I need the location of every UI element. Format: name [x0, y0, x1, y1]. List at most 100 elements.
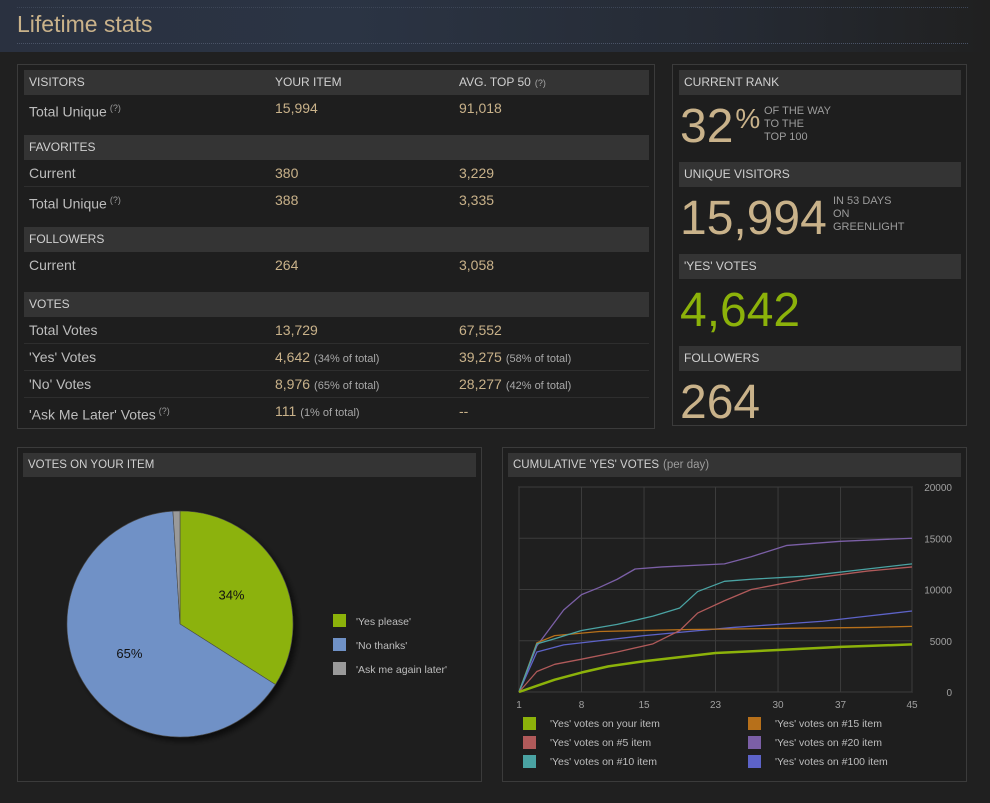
legend-label: 'Ask me again later': [356, 664, 447, 676]
legend-label: 'Yes' votes on #100 item: [775, 756, 888, 768]
section-header-followers: FOLLOWERS: [24, 227, 649, 252]
avg-help-icon[interactable]: (?): [534, 78, 546, 88]
table-row: Current 264 3,058: [24, 252, 649, 278]
your-item-column-header: YOUR ITEM: [275, 75, 342, 89]
legend-swatch: [333, 638, 346, 651]
pie-slice: [172, 510, 181, 625]
legend-swatch: [748, 717, 761, 730]
pie-slice-label: 65%: [116, 646, 142, 661]
x-tick-label: 23: [710, 700, 722, 711]
line-chart-title: CUMULATIVE 'YES' VOTES (per day): [508, 453, 961, 477]
percent-note: (34% of total): [314, 353, 380, 365]
y-tick-label: 20000: [924, 483, 952, 494]
value-text: 28,277: [459, 376, 502, 392]
help-icon[interactable]: (?): [109, 103, 121, 113]
rank-unit: %: [735, 103, 761, 134]
your-value: 15,994: [275, 100, 318, 116]
avg-top50-label: AVG. TOP 50: [459, 75, 531, 89]
legend-swatch: [333, 662, 346, 675]
legend-swatch: [748, 755, 761, 768]
visitors-note-line: GREENLIGHT: [833, 221, 905, 233]
legend-label: 'Yes' votes on #5 item: [550, 737, 651, 749]
series-line: [518, 563, 913, 693]
unique-visitors-header: UNIQUE VISITORS: [679, 162, 961, 187]
help-icon[interactable]: (?): [158, 406, 170, 416]
legend-swatch: [748, 736, 761, 749]
legend-label: 'Yes please': [356, 616, 411, 628]
value-text: 111: [275, 403, 297, 419]
followers-block: 264: [679, 371, 961, 438]
legend-swatch: [523, 755, 536, 768]
x-tick-label: 30: [772, 700, 784, 711]
row-label: Current: [29, 165, 76, 181]
row-label: Total Unique (?): [29, 95, 121, 125]
avg-value: 3,229: [459, 165, 495, 181]
your-value: 111 (1% of total): [275, 398, 360, 426]
header-divider-bottom: [17, 43, 968, 44]
visitors-note-line: IN 53 DAYS: [833, 195, 892, 207]
y-tick-label: 0: [946, 688, 952, 699]
avg-value: 91,018: [459, 100, 502, 116]
row-label: Current: [29, 257, 76, 273]
your-value: 264: [275, 257, 299, 273]
your-value: 8,976 (65% of total): [275, 371, 379, 399]
percent-note: (65% of total): [314, 380, 380, 392]
series-line: [518, 566, 913, 693]
yes-votes-value: 4,642: [680, 284, 801, 337]
row-label-text: Total Unique: [29, 195, 107, 212]
legend-label: 'No thanks': [356, 640, 407, 652]
header-divider-top: [17, 7, 968, 8]
row-label: Total Votes: [29, 322, 98, 338]
table-row: Total Unique (?) 15,994 91,018: [24, 95, 649, 121]
legend-label: 'Yes' votes on your item: [550, 718, 660, 730]
line-chart: 1 8 15 23 30 37 45 0 5000 10000 15000 20000 'Yes' vo…: [516, 483, 952, 768]
summary-panel: CURRENT RANK 32% OF THE WAY TO THE TOP 1…: [672, 64, 967, 427]
x-tick-label: 1: [516, 700, 522, 711]
visitors-note-line: ON: [833, 208, 850, 220]
row-label: 'Ask Me Later' Votes (?): [29, 398, 170, 428]
row-label-text: Total Unique: [29, 103, 107, 120]
row-label: Total Unique (?): [29, 187, 121, 217]
unique-visitors-block: 15,994 IN 53 DAYS ON GREENLIGHT: [679, 187, 961, 254]
series-line: [518, 643, 913, 694]
legend-label: 'Yes' votes on #15 item: [775, 718, 882, 730]
followers-value: 264: [680, 376, 761, 429]
x-tick-label: 15: [638, 700, 650, 711]
avg-value: 67,552: [459, 322, 502, 338]
pie-slice: [66, 510, 276, 738]
avg-value: 3,058: [459, 257, 495, 273]
section-header-votes: VOTES: [24, 292, 649, 317]
yes-votes-block: 4,642: [679, 279, 961, 346]
row-label-text: 'Ask Me Later' Votes: [29, 406, 156, 423]
votes-header-label: VOTES: [29, 297, 70, 311]
pie-chart-title: VOTES ON YOUR ITEM: [23, 453, 476, 477]
pie-slices: [66, 510, 294, 738]
pie-slice-label: 34%: [218, 588, 244, 603]
stats-table-panel: VISITORS YOUR ITEM AVG. TOP 50 (?) Total …: [17, 64, 655, 429]
row-label: 'Yes' Votes: [29, 349, 97, 365]
favorites-header-label: FAVORITES: [29, 140, 96, 154]
rank-note: OF THE WAY TO THE TOP 100: [764, 105, 831, 144]
current-rank-header: CURRENT RANK: [679, 70, 961, 95]
section-header-favorites: FAVORITES: [24, 135, 649, 160]
y-tick-label: 10000: [924, 586, 952, 597]
pie-slice: [179, 510, 294, 685]
rank-number: 32: [680, 100, 734, 153]
value-text: 4,642: [275, 349, 311, 365]
page-title: Lifetime stats: [17, 11, 153, 37]
percent-note: (1% of total): [300, 407, 360, 419]
rank-note-line: TO THE: [764, 118, 804, 130]
your-value: 380: [275, 165, 299, 181]
value-text: 39,275: [459, 349, 502, 365]
visitors-note: IN 53 DAYS ON GREENLIGHT: [833, 195, 905, 234]
table-row: 'No' Votes 8,976 (65% of total) 28,277 (42…: [24, 371, 649, 398]
table-row: Total Votes 13,729 67,552: [24, 317, 649, 344]
series-line: [518, 537, 913, 693]
legend-swatch: [523, 736, 536, 749]
help-icon[interactable]: (?): [109, 195, 121, 205]
visitors-header-label: VISITORS: [29, 75, 85, 89]
your-value: 388: [275, 192, 299, 208]
line-chart-subtitle: (per day): [663, 459, 710, 471]
x-tick-label: 45: [906, 700, 918, 711]
legend-label: 'Yes' votes on #20 item: [775, 737, 882, 749]
